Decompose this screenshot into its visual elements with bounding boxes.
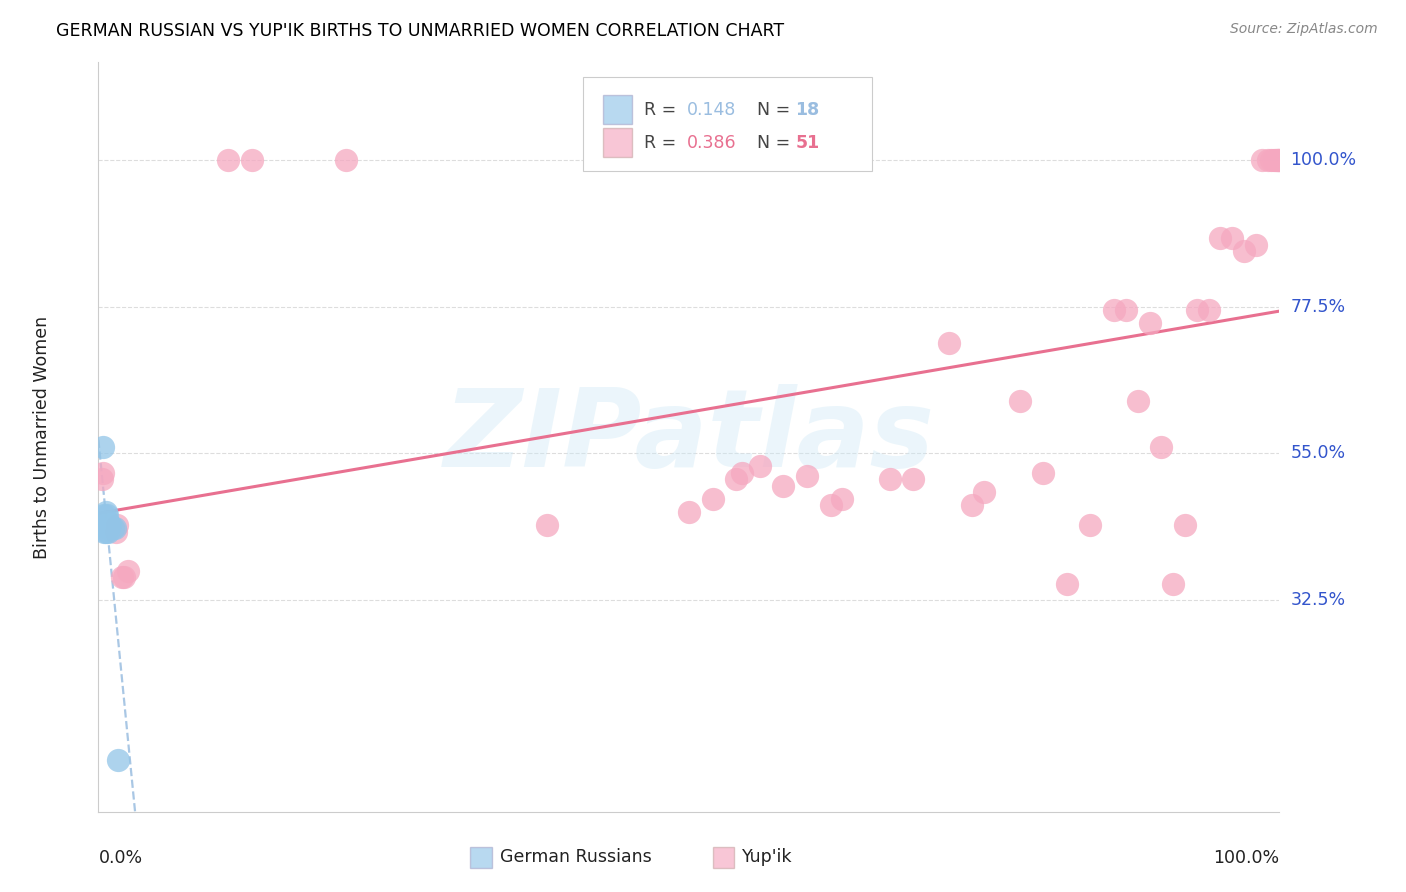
Point [1032,466,1054,480]
Point [1198,303,1220,318]
Point [98,518,121,533]
Point [1263,153,1285,168]
Text: GERMAN RUSSIAN VS YUP'IK BIRTHS TO UNMARRIED WOMEN CORRELATION CHART: GERMAN RUSSIAN VS YUP'IK BIRTHS TO UNMAR… [56,22,785,40]
Point [335,153,357,168]
Text: N =: N = [758,101,790,119]
Point [91,440,114,454]
Point [93,524,115,539]
Point [1139,316,1161,330]
Text: 18: 18 [796,101,820,119]
Point [1265,153,1288,168]
Point [1220,231,1243,245]
Text: ZIPatlas: ZIPatlas [443,384,935,490]
Bar [603,95,633,124]
Point [1260,153,1282,168]
Point [820,499,842,513]
Point [1126,394,1149,409]
Bar [713,847,734,868]
Point [1267,153,1289,168]
Text: 0.386: 0.386 [686,134,737,152]
Point [104,521,127,535]
Text: 100.0%: 100.0% [1291,151,1357,169]
FancyBboxPatch shape [582,78,872,171]
Point [1150,440,1173,454]
Point [97,524,120,539]
Point [117,564,139,578]
Text: R =: R = [644,101,676,119]
Bar [471,847,492,868]
Point [1250,153,1272,168]
Point [1115,303,1137,318]
Text: 100.0%: 100.0% [1213,849,1279,867]
Point [1268,153,1291,168]
Point [91,472,114,486]
Point [101,521,124,535]
Point [93,508,115,523]
Point [536,518,558,533]
Point [973,485,995,500]
Point [1008,394,1031,409]
Text: 51: 51 [796,134,820,152]
Point [107,753,129,767]
Text: Births to Unmarried Women: Births to Unmarried Women [32,316,51,558]
Point [903,472,925,486]
Point [1264,153,1286,168]
Point [94,505,117,519]
Point [796,469,818,483]
Point [678,505,700,519]
Point [94,524,117,539]
Point [93,515,115,529]
Point [1080,518,1102,533]
Point [111,570,134,584]
Text: 32.5%: 32.5% [1291,591,1346,609]
Point [1257,153,1279,168]
Point [1233,244,1256,259]
Point [94,518,117,533]
Bar [603,128,633,157]
Point [97,515,120,529]
Point [91,518,114,533]
Point [96,508,118,523]
Text: N =: N = [758,134,790,152]
Point [725,472,748,486]
Point [1185,303,1208,318]
Point [1174,518,1197,533]
Text: 0.148: 0.148 [686,101,735,119]
Point [112,570,135,584]
Point [879,472,901,486]
Point [96,515,118,529]
Point [772,479,794,493]
Text: German Russians: German Russians [501,847,652,865]
Point [702,491,724,506]
Point [91,466,114,480]
Point [731,466,754,480]
Text: 55.0%: 55.0% [1291,444,1346,462]
Point [831,491,853,506]
Text: 77.5%: 77.5% [1291,298,1346,316]
Point [1056,576,1078,591]
Point [1209,231,1232,245]
Text: 0.0%: 0.0% [98,849,142,867]
Point [217,153,239,168]
Point [105,518,128,533]
Point [748,459,770,474]
Text: Source: ZipAtlas.com: Source: ZipAtlas.com [1230,22,1378,37]
Text: Yup'ik: Yup'ik [742,847,793,865]
Point [105,524,128,539]
Point [1102,303,1125,318]
Point [96,521,118,535]
Point [98,518,121,533]
Text: R =: R = [644,134,676,152]
Point [1161,576,1184,591]
Point [938,335,960,350]
Point [240,153,263,168]
Point [1268,153,1291,168]
Point [1244,238,1267,252]
Point [962,499,984,513]
